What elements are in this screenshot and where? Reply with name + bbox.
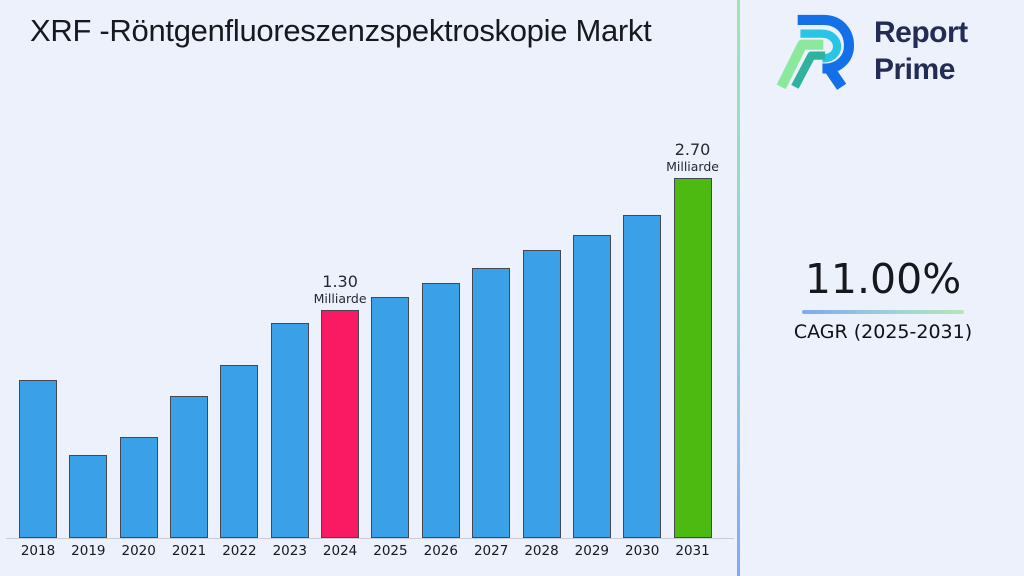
bar-2029: [572, 235, 611, 538]
annotation-unit: Milliarde: [313, 291, 367, 306]
x-tick-2020: 2020: [121, 543, 156, 559]
bar-2023: [270, 323, 309, 538]
x-tick-2022: 2022: [222, 543, 257, 559]
x-tick-2026: 2026: [423, 543, 458, 559]
x-tick-2021: 2021: [171, 543, 207, 559]
cagr-value: 11.00%: [804, 255, 962, 303]
bar-2024: [321, 310, 360, 538]
bar-2030: [623, 215, 662, 538]
x-tick-2031: 2031: [675, 543, 710, 559]
bar-2018: [19, 380, 57, 538]
bar-value-label-2031: 2.70 Milliarde: [645, 140, 741, 174]
bar-2026: [421, 283, 460, 538]
x-tick-2024: 2024: [322, 543, 358, 559]
x-tick-2018: 2018: [20, 543, 56, 559]
x-tick-2028: 2028: [524, 543, 559, 559]
logo-word-prime: Prime: [874, 53, 955, 86]
x-tick-2025: 2025: [373, 543, 408, 559]
x-tick-2030: 2030: [625, 543, 660, 559]
bar-value-label-2024: 1.30 Milliarde: [292, 272, 388, 306]
page-title: XRF -Röntgenfluoreszenzspektroskopie Mar…: [30, 13, 652, 48]
logo-word-report: Report: [874, 16, 968, 49]
bar-2019: [69, 455, 108, 538]
annotation-value: 1.30: [322, 272, 358, 291]
cagr-underline: [802, 310, 964, 314]
x-tick-2019: 2019: [71, 543, 106, 559]
bar-2021: [170, 396, 209, 538]
x-tick-2027: 2027: [473, 543, 509, 559]
bar-2031: [673, 178, 712, 538]
bar-2020: [119, 437, 158, 538]
bar-chart: 2018 2019 2020 2021 2022 2023 2024 2025 2026 2027…: [6, 140, 741, 559]
cagr-label: CAGR (2025-2031): [793, 321, 973, 343]
bar-2025: [371, 297, 410, 538]
report-prime-logo-icon: [776, 14, 855, 90]
annotation-value: 2.70: [674, 140, 711, 159]
bar-2027: [472, 268, 511, 538]
bar-2028: [522, 250, 561, 538]
x-axis-line: [6, 537, 734, 539]
x-tick-2029: 2029: [574, 543, 610, 559]
divider-line: [737, 0, 740, 576]
x-tick-2023: 2023: [272, 543, 307, 559]
report-prime-logo: Report Prime: [770, 8, 968, 96]
bar-2022: [220, 365, 259, 538]
cagr-block: 11.00% CAGR (2025-2031): [773, 255, 993, 344]
annotation-unit: Milliarde: [666, 159, 719, 174]
logo-wordmark: Report Prime: [874, 14, 968, 88]
